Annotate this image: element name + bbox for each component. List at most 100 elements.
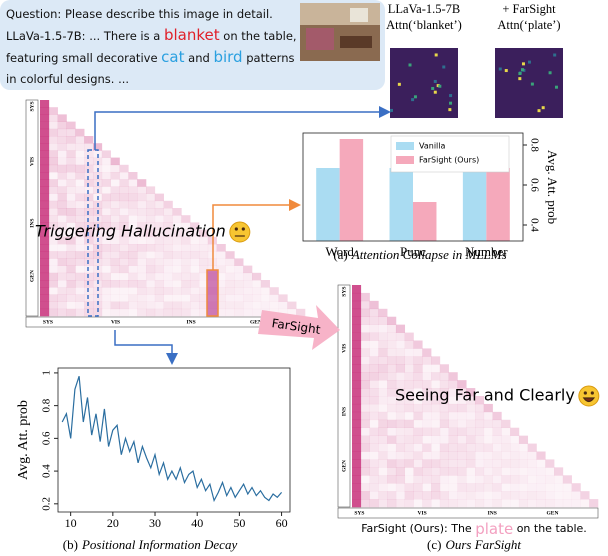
heat-cell	[510, 499, 520, 508]
heat-cell	[518, 491, 529, 500]
heat-cell	[369, 475, 379, 484]
heat-cell	[172, 294, 182, 302]
heat-cell	[395, 491, 406, 500]
heat-cell	[360, 356, 370, 365]
y-tick-label: 0.8	[41, 398, 53, 412]
heat-cell	[40, 236, 50, 245]
heat-cell	[527, 491, 537, 500]
heat-cell	[378, 451, 388, 460]
heat-cell	[40, 121, 50, 130]
heat-cell	[216, 287, 226, 295]
heat-cell	[378, 340, 388, 349]
emoji	[241, 227, 245, 231]
heat-cell	[360, 396, 370, 405]
heat-cell	[510, 443, 520, 452]
heat-cell	[554, 499, 564, 508]
heat-cell	[527, 483, 537, 492]
map-dot	[448, 108, 452, 112]
heat-cell	[378, 356, 388, 365]
legend-box	[390, 135, 510, 173]
heat-cell	[466, 467, 476, 476]
annotation: Seeing Far and Clearly	[395, 386, 575, 405]
segment-label: GEN	[547, 510, 559, 516]
heat-cell	[137, 287, 147, 295]
heat-cell	[562, 499, 572, 508]
heat-cell	[48, 280, 58, 288]
heat-cell	[492, 435, 502, 444]
heat-cell	[57, 150, 67, 158]
heat-cell	[75, 294, 85, 302]
heat-cell	[501, 419, 511, 429]
x-tick-label: 20	[107, 516, 119, 530]
heat-cell	[128, 172, 138, 180]
heat-cell	[137, 200, 147, 209]
panel-caption: (a) Attention Collapse in MLLMs	[333, 247, 506, 262]
heat-cell	[190, 301, 200, 310]
heat-cell	[48, 136, 58, 144]
heat-cell	[278, 301, 288, 310]
heat-cell	[475, 483, 485, 492]
heat-cell	[352, 300, 362, 310]
heat-cell	[181, 229, 191, 238]
heat-cell	[448, 403, 458, 413]
heat-cell	[163, 244, 173, 252]
heat-cell	[352, 316, 362, 325]
heat-cell	[146, 251, 156, 259]
heat-cell	[360, 411, 370, 421]
x-tick-label: 50	[233, 516, 245, 530]
heat-cell	[146, 280, 156, 288]
heat-cell	[57, 121, 67, 130]
heat-cell	[40, 186, 50, 194]
heat-cell	[448, 427, 458, 436]
heat-cell	[378, 475, 388, 484]
heat-cell	[404, 380, 414, 389]
heat-cell	[387, 356, 397, 365]
heat-cell	[448, 419, 458, 429]
heat-cell	[404, 435, 414, 444]
heat-cell	[48, 121, 58, 130]
emoji	[229, 221, 251, 243]
heat-cell	[146, 294, 156, 302]
heat-cell	[413, 499, 423, 508]
heat-cell	[387, 348, 397, 357]
heat-cell	[439, 403, 449, 413]
heat-cell	[448, 451, 458, 460]
heat-cell	[146, 308, 156, 317]
heat-cell	[378, 435, 388, 444]
heat-cell	[181, 308, 191, 317]
heat-cell	[554, 491, 564, 500]
heat-cell	[243, 265, 253, 274]
heat-cell	[527, 459, 537, 468]
heat-cell	[101, 164, 111, 173]
heat-cell	[119, 172, 129, 180]
heat-cell	[40, 265, 50, 274]
heat-cell	[163, 294, 173, 302]
heat-cell	[154, 229, 164, 238]
map-dot	[504, 69, 508, 73]
heat-cell	[448, 435, 458, 444]
heat-cell	[146, 186, 156, 194]
x-tick-label: 40	[191, 516, 203, 530]
heat-cell	[48, 244, 58, 252]
arrow	[212, 199, 301, 270]
emoji	[590, 391, 594, 395]
heat-cell	[101, 258, 111, 266]
heat-cell	[75, 143, 85, 151]
heat-cell	[439, 491, 449, 500]
heat-cell	[75, 244, 85, 252]
heat-cell	[40, 215, 50, 223]
heat-cell	[554, 475, 564, 484]
heat-cell	[190, 272, 200, 281]
heat-cell	[57, 308, 67, 317]
answer-text: LLaVa-1.5-7B: ... There is a	[6, 29, 164, 43]
heat-cell	[154, 294, 164, 302]
heat-cell	[84, 172, 94, 180]
caption-text: FarSight (Ours): The	[361, 522, 475, 535]
heat-cell	[66, 229, 76, 238]
heat-cell	[278, 308, 288, 317]
heat-cell	[369, 356, 379, 365]
heat-cell	[431, 427, 441, 436]
heat-cell	[439, 483, 449, 492]
y-tick-label: 1	[41, 370, 53, 376]
bar	[486, 168, 510, 241]
